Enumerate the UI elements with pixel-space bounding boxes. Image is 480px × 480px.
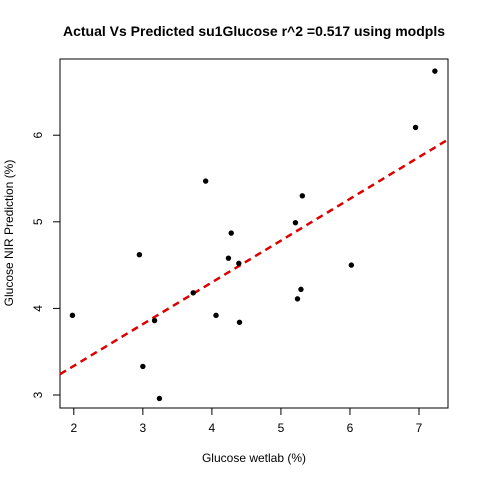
data-point xyxy=(225,255,232,261)
data-point xyxy=(213,312,219,319)
y-tick-label: 6 xyxy=(31,132,45,139)
x-tick-label: 5 xyxy=(278,421,285,435)
y-tick-label: 3 xyxy=(31,391,45,398)
x-axis-label: Glucose wetlab (%) xyxy=(202,451,306,465)
x-tick-label: 3 xyxy=(140,421,147,435)
data-point xyxy=(69,312,76,319)
x-tick-label: 7 xyxy=(416,421,423,435)
data-point xyxy=(236,319,243,325)
y-axis-label: Glucose NIR Prediction (%) xyxy=(2,160,16,307)
data-point xyxy=(236,260,242,267)
data-point xyxy=(140,363,146,370)
points-layer xyxy=(69,68,438,402)
data-point xyxy=(136,252,143,258)
y-tick-label: 4 xyxy=(31,305,45,312)
x-tick-label: 2 xyxy=(70,421,77,435)
fit-line-layer xyxy=(59,138,449,376)
data-point xyxy=(190,290,196,296)
x-tick-label: 4 xyxy=(209,421,216,435)
data-point xyxy=(156,395,163,402)
data-point xyxy=(151,317,158,324)
y-axis: 3 4 5 6 xyxy=(31,132,60,398)
y-tick-label: 5 xyxy=(31,218,45,225)
x-axis: 2 3 4 5 6 7 xyxy=(70,408,423,435)
data-point xyxy=(412,124,419,131)
fit-line xyxy=(59,138,449,376)
chart-title: Actual Vs Predicted su1Glucose r^2 =0.51… xyxy=(63,23,445,39)
data-point xyxy=(228,230,234,236)
data-point xyxy=(292,219,299,226)
data-point xyxy=(348,262,355,268)
plot-frame xyxy=(59,58,449,409)
data-point xyxy=(202,178,209,184)
x-tick-label: 6 xyxy=(347,421,354,435)
data-point xyxy=(432,68,438,74)
data-point xyxy=(294,296,301,302)
data-point xyxy=(298,286,304,293)
data-point xyxy=(299,193,306,199)
